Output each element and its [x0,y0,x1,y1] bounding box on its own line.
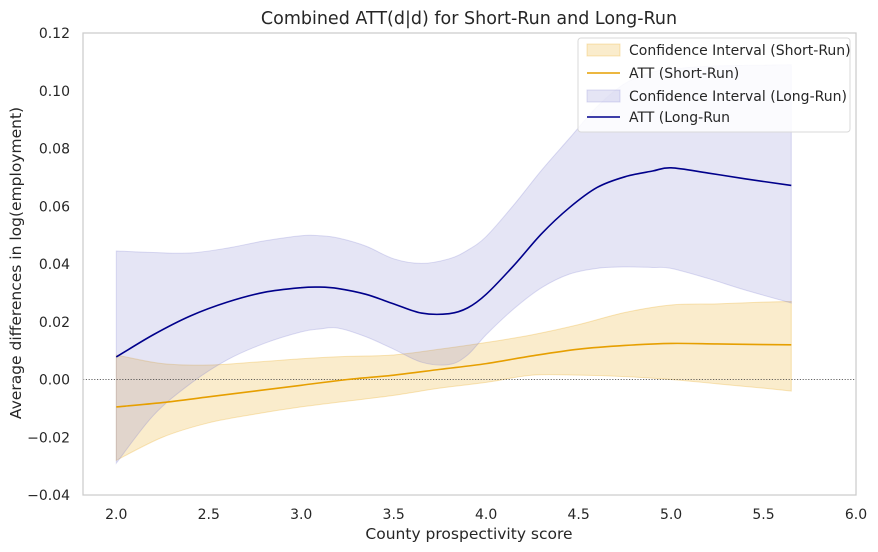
ci-band-short-run [115,301,792,462]
x-tick-label: 4.5 [567,507,589,523]
y-tick-label: 0.12 [39,26,70,42]
legend-label-long-run-att: ATT (Long-Run [629,110,730,126]
x-tick-label: 3.5 [383,507,405,523]
y-tick-label: 0.08 [39,142,70,158]
y-tick-label: 0.04 [39,257,70,273]
att-line-short-run [116,342,792,408]
y-axis-label: Average differences in log(employment) [7,107,25,419]
legend-swatch-short-run-ci [586,43,621,57]
chart-title: Combined ATT(d|d) for Short-Run and Long… [261,9,677,29]
y-tick-label: 0.06 [39,199,70,215]
legend-label-long-run-ci: Confidence Interval (Long-Run) [629,89,847,105]
legend-swatch-long-run-ci [586,89,621,103]
x-tick-label: 2.5 [198,507,220,523]
legend: Confidence Interval (Short-Run) ATT (Sho… [577,37,851,133]
x-tick-label: 4.0 [475,507,497,523]
legend-box [577,37,851,133]
y-tick-label: −0.04 [27,488,70,504]
y-tick-label: 0.10 [39,84,70,100]
plot-frame [82,32,857,496]
x-tick-label: 5.0 [660,507,682,523]
x-tick-label: 6.0 [845,507,867,523]
x-axis-label: County prospectivity score [365,525,572,543]
x-tick-label: 2.0 [105,507,127,523]
ci-band-long-run [115,64,792,465]
y-tick-label: 0.02 [39,315,70,331]
y-tick-label: −0.02 [27,430,70,446]
x-tick-label: 3.0 [290,507,312,523]
legend-label-short-run-ci: Confidence Interval (Short-Run) [629,43,851,59]
legend-label-short-run-att: ATT (Short-Run) [629,66,739,82]
axis-ticks: 2.0 2.5 3.0 3.5 4.0 4.5 5.0 5.5 6.0 −0.04 −0.02 0.0… [27,26,867,523]
x-tick-label: 5.5 [752,507,774,523]
plot-area [83,64,856,465]
y-tick-label: 0.00 [39,373,70,389]
att-line-long-run [115,167,792,358]
